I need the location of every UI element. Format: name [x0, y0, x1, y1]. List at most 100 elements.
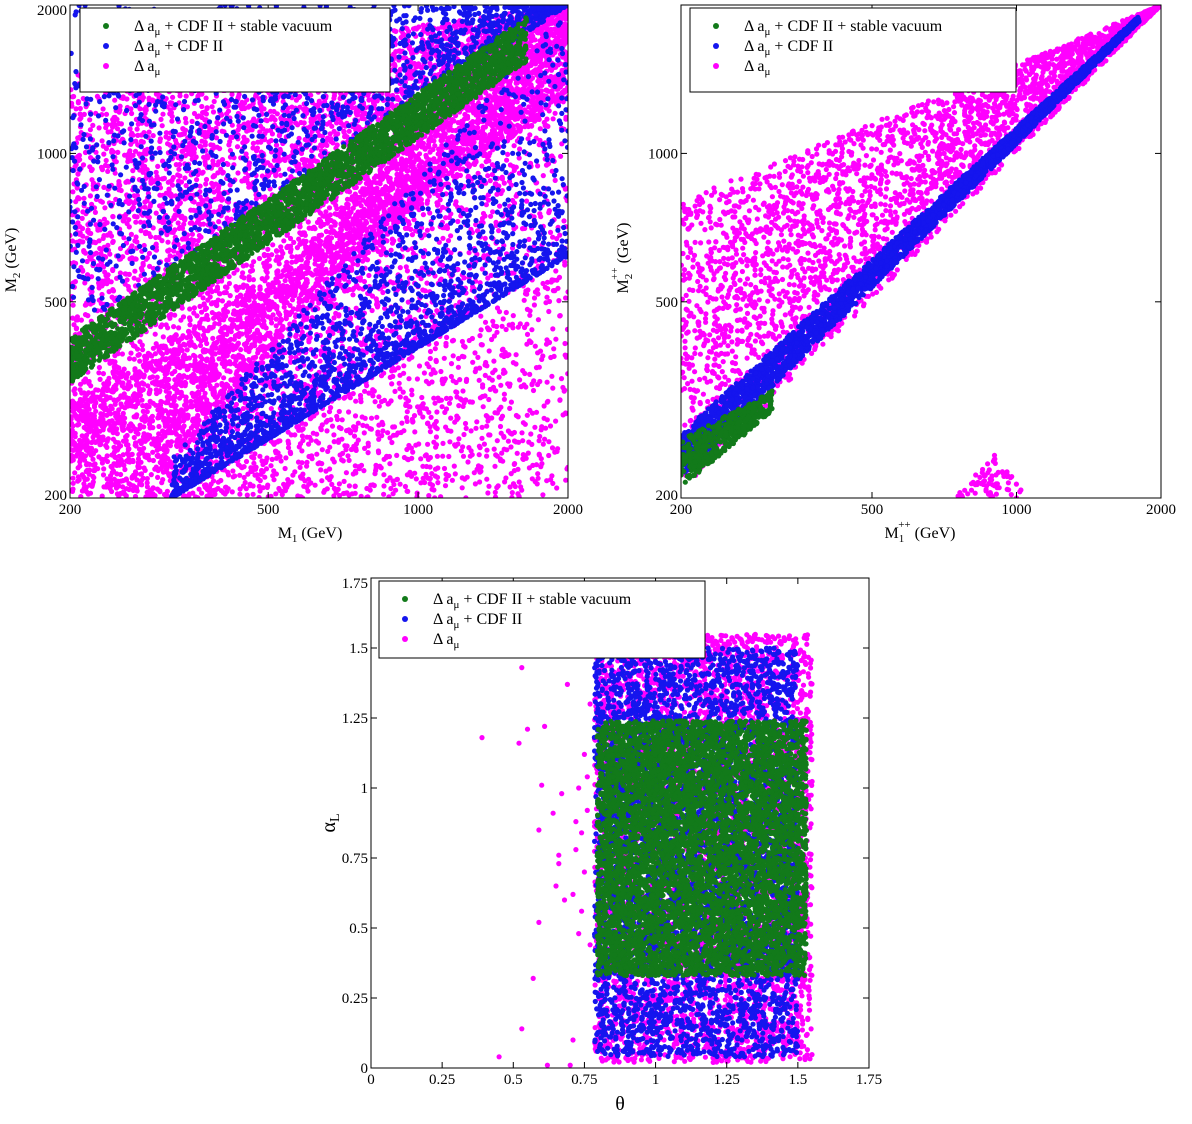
- magenta-point: [130, 152, 136, 158]
- magenta-point: [235, 127, 241, 133]
- magenta-point: [278, 244, 284, 250]
- magenta-point: [101, 233, 107, 239]
- magenta-point: [132, 268, 138, 274]
- magenta-point: [257, 123, 264, 129]
- magenta-point: [247, 103, 253, 109]
- magenta-point: [94, 93, 100, 99]
- magenta-point: [199, 103, 205, 110]
- magenta-point: [183, 93, 189, 99]
- magenta-point: [261, 253, 267, 259]
- magenta-point: [229, 91, 235, 97]
- magenta-point: [140, 139, 146, 145]
- magenta-point: [289, 104, 295, 110]
- magenta-point: [75, 220, 81, 226]
- magenta-point: [109, 294, 115, 300]
- magenta-point: [124, 277, 130, 283]
- magenta-point: [76, 331, 82, 337]
- magenta-point: [187, 306, 193, 312]
- magenta-point: [79, 267, 86, 273]
- magenta-point: [250, 277, 256, 283]
- magenta-point: [133, 219, 139, 225]
- magenta-point: [197, 143, 203, 149]
- magenta-point: [132, 148, 139, 154]
- magenta-point: [110, 288, 117, 294]
- magenta-point: [215, 297, 221, 303]
- magenta-point: [272, 117, 278, 123]
- magenta-point: [84, 258, 90, 265]
- magenta-point: [82, 250, 89, 256]
- magenta-point: [326, 205, 333, 211]
- magenta-point: [90, 122, 96, 128]
- magenta-point: [270, 242, 276, 248]
- magenta-point: [130, 168, 136, 174]
- magenta-point: [70, 189, 76, 195]
- magenta-point: [155, 163, 161, 169]
- magenta-point: [106, 375, 112, 381]
- magenta-point: [188, 207, 194, 213]
- magenta-point: [371, 98, 377, 105]
- magenta-point: [194, 177, 200, 183]
- magenta-point: [138, 265, 144, 271]
- magenta-point: [75, 99, 81, 105]
- magenta-point: [112, 97, 118, 103]
- magenta-point: [80, 209, 86, 215]
- magenta-point: [166, 186, 172, 192]
- magenta-point: [148, 234, 154, 240]
- magenta-point: [114, 369, 120, 375]
- magenta-point: [316, 216, 322, 223]
- magenta-point: [157, 203, 163, 209]
- magenta-point: [159, 238, 165, 244]
- magenta-point: [92, 209, 98, 215]
- magenta-point: [296, 236, 302, 242]
- magenta-point: [203, 176, 210, 183]
- magenta-point: [219, 157, 226, 163]
- magenta-point: [200, 295, 206, 301]
- magenta-point: [116, 120, 122, 127]
- magenta-point: [80, 162, 87, 168]
- magenta-point: [96, 238, 102, 244]
- magenta-point: [324, 142, 330, 148]
- magenta-point: [152, 331, 158, 337]
- magenta-point: [191, 110, 198, 117]
- magenta-point: [181, 131, 187, 137]
- magenta-point: [81, 390, 87, 396]
- magenta-point: [246, 184, 252, 190]
- magenta-point: [210, 109, 217, 115]
- magenta-point: [194, 313, 200, 319]
- magenta-point: [241, 275, 247, 281]
- magenta-point: [285, 243, 291, 249]
- magenta-point: [70, 423, 76, 429]
- magenta-point: [105, 129, 111, 135]
- magenta-point: [102, 269, 108, 275]
- magenta-point: [176, 166, 182, 172]
- magenta-point: [289, 254, 295, 260]
- magenta-point: [159, 176, 165, 182]
- magenta-point: [224, 215, 230, 221]
- magenta-point: [169, 177, 175, 183]
- magenta-point: [187, 322, 193, 328]
- magenta-point: [85, 227, 91, 233]
- magenta-point: [129, 132, 135, 138]
- magenta-point: [539, 80, 545, 87]
- magenta-point: [334, 120, 340, 126]
- magenta-point: [211, 173, 217, 179]
- magenta-point: [99, 167, 105, 173]
- magenta-point: [79, 225, 86, 232]
- magenta-point: [209, 104, 215, 110]
- magenta-point: [182, 217, 188, 223]
- magenta-point: [544, 87, 550, 93]
- magenta-point: [137, 106, 143, 112]
- magenta-point: [114, 126, 121, 132]
- magenta-point: [189, 231, 195, 237]
- magenta-point: [347, 189, 353, 195]
- magenta-point: [274, 248, 280, 254]
- magenta-point: [253, 148, 260, 154]
- magenta-point: [234, 287, 240, 293]
- magenta-point: [142, 277, 148, 283]
- magenta-point: [231, 270, 237, 276]
- magenta-point: [110, 358, 116, 364]
- magenta-point: [158, 324, 164, 330]
- magenta-point: [183, 183, 189, 189]
- magenta-point: [134, 126, 140, 132]
- scatter-points: [70, 5, 568, 498]
